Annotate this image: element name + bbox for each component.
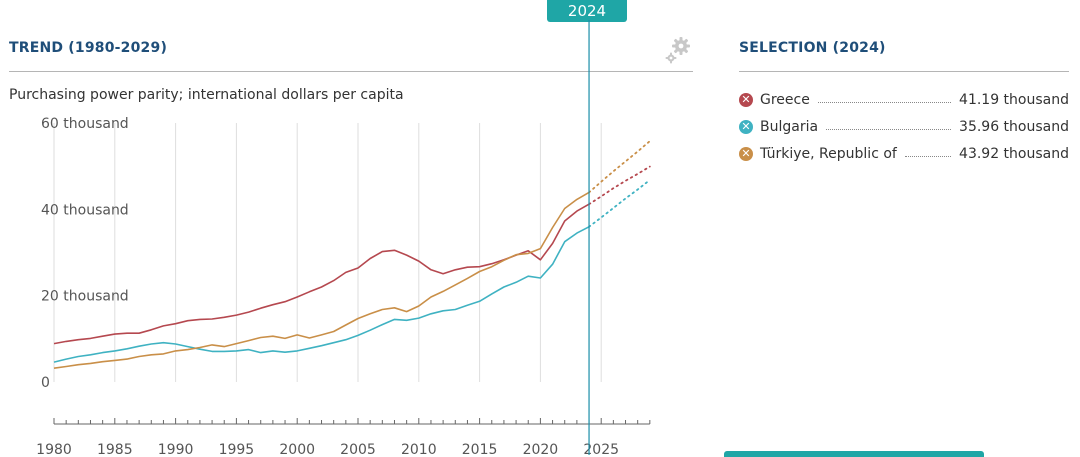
remove-turkiye-icon[interactable]: ✕: [739, 146, 753, 161]
legend-value-bulgaria: 35.96 thousand: [959, 118, 1069, 135]
chart-subtitle: Purchasing power parity; international d…: [9, 87, 404, 103]
y-tick-label: 0: [41, 375, 50, 391]
leader-dots: [817, 102, 952, 103]
x-tick-label: 2015: [462, 442, 498, 455]
trend-chart[interactable]: 0 20 thousand 40 thousand 60 thousand 1980 19…: [0, 0, 700, 455]
projection-line-t-rkiye-republic-of: [588, 140, 651, 194]
leader-dots: [904, 156, 952, 157]
legend-row-turkiye[interactable]: ✕ Türkiye, Republic of 43.92 thousand: [739, 140, 1069, 167]
x-tick-label: 2025: [583, 442, 619, 455]
series-line-t-rkiye-republic-of: [53, 191, 590, 369]
x-tick-label: 1995: [219, 442, 255, 455]
x-tick-label: 2000: [279, 442, 315, 455]
remove-greece-icon[interactable]: ✕: [739, 92, 753, 107]
gear-icon[interactable]: [664, 36, 692, 66]
remove-bulgaria-icon[interactable]: ✕: [739, 119, 753, 134]
legend-name-bulgaria: Bulgaria: [760, 118, 819, 135]
selected-year-badge[interactable]: 2024: [547, 0, 627, 22]
legend-name-turkiye: Türkiye, Republic of: [760, 145, 897, 162]
projection-line-bulgaria: [588, 179, 651, 228]
y-tick-label: 20 thousand: [41, 289, 129, 305]
legend-value-turkiye: 43.92 thousand: [959, 145, 1069, 162]
y-tick-label: 40 thousand: [41, 202, 129, 218]
x-tick-label: 2020: [523, 442, 559, 455]
legend-row-greece[interactable]: ✕ Greece 41.19 thousand: [739, 86, 1069, 113]
projection-line-greece: [588, 165, 651, 206]
x-tick-label: 1985: [97, 442, 133, 455]
selection-title: SELECTION (2024): [739, 40, 886, 56]
y-tick-label: 60 thousand: [41, 116, 129, 132]
x-tick-label: 1980: [36, 442, 72, 455]
trend-title: TREND (1980-2029): [9, 40, 168, 56]
x-tick-label: 2010: [401, 442, 437, 455]
series-line-greece: [53, 203, 590, 345]
legend-name-greece: Greece: [760, 91, 810, 108]
trend-divider: [9, 71, 693, 72]
x-tick-label: 2005: [340, 442, 376, 455]
selection-divider: [739, 71, 1069, 72]
x-tick-label: 1990: [158, 442, 194, 455]
legend-row-bulgaria[interactable]: ✕ Bulgaria 35.96 thousand: [739, 113, 1069, 140]
bottom-action-bar[interactable]: [724, 451, 984, 457]
series-line-bulgaria: [53, 226, 590, 363]
legend-value-greece: 41.19 thousand: [959, 91, 1069, 108]
leader-dots: [826, 129, 952, 130]
selection-legend: ✕ Greece 41.19 thousand ✕ Bulgaria 35.96…: [739, 86, 1069, 167]
